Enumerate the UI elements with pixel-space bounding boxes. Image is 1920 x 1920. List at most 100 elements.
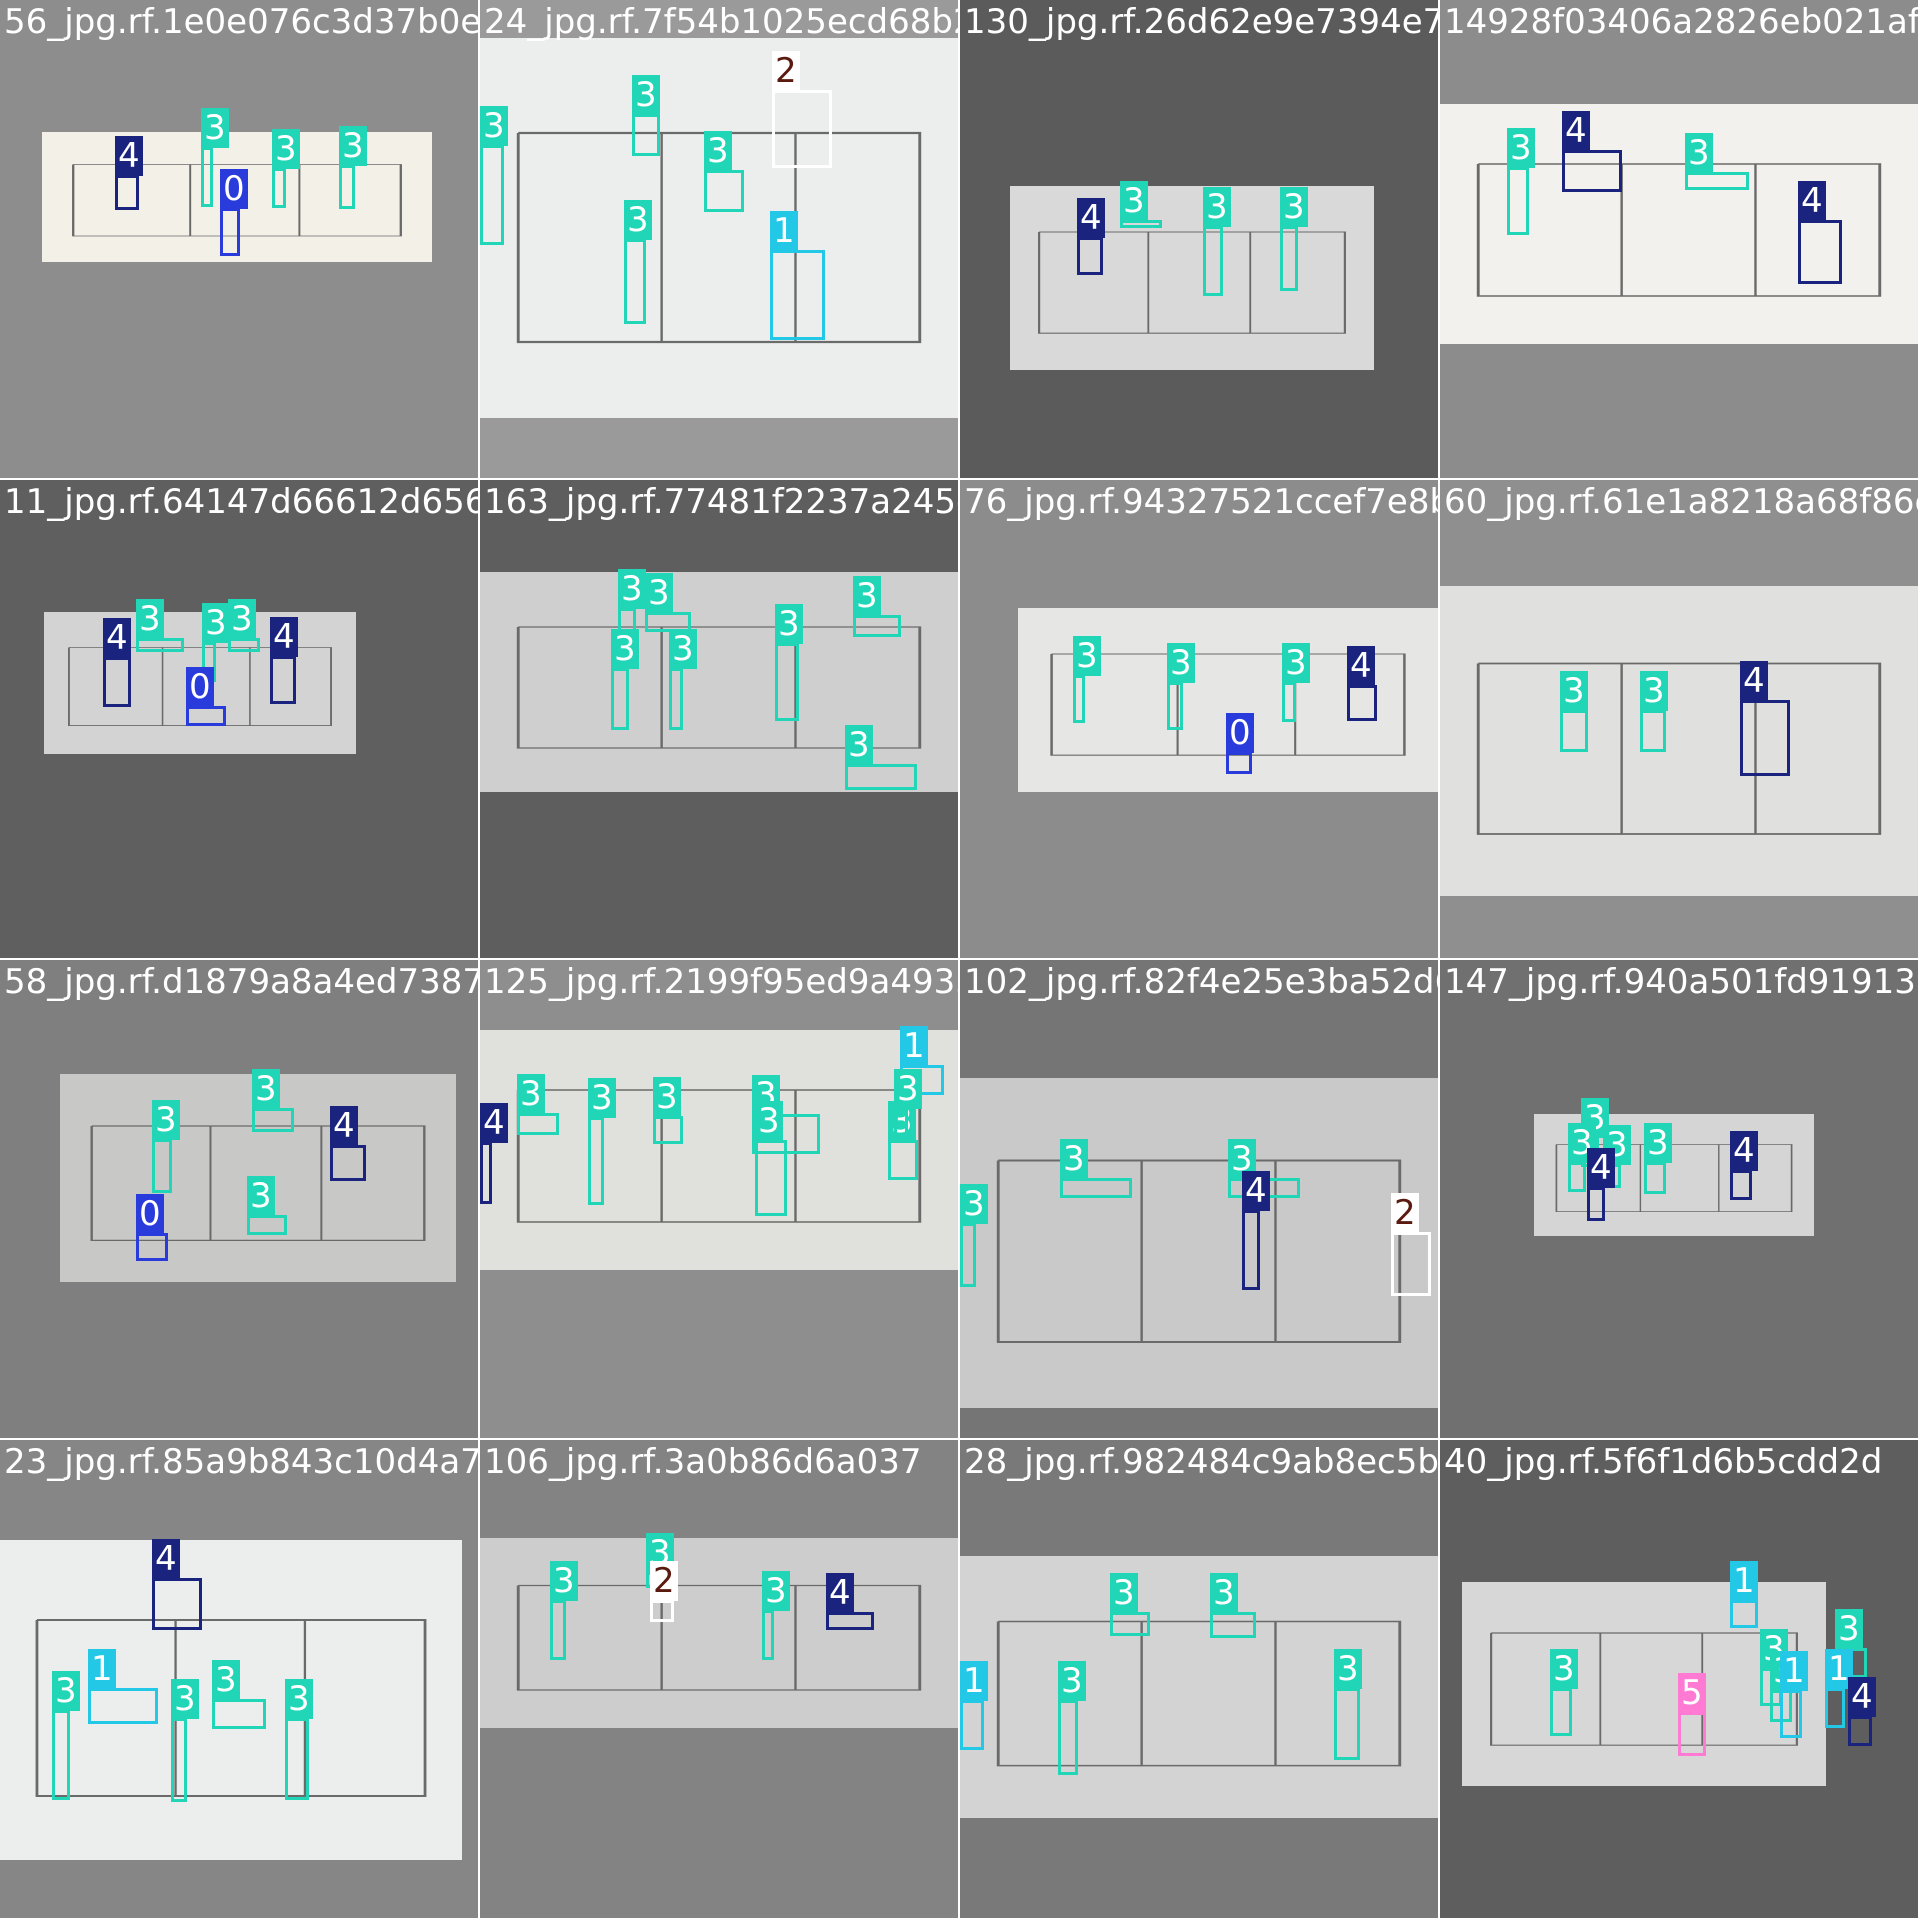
class-label: 1 [960, 1661, 988, 1701]
detection-box: 4 [152, 1539, 202, 1630]
mosaic-tile: 163_jpg.rf.77481f2237a245e3d73333333 [480, 480, 958, 958]
detection-box: 4 [1730, 1131, 1758, 1200]
image-filename: 23_jpg.rf.85a9b843c10d4a7f9 [4, 1442, 478, 1482]
detection-box: 3 [1203, 187, 1231, 296]
circuit-photo [480, 572, 958, 792]
mosaic-tile: 102_jpg.rf.82f4e25e3ba52d602433432 [960, 960, 1438, 1438]
image-filename: 163_jpg.rf.77481f2237a245e3d7 [484, 482, 958, 522]
image-filename: 56_jpg.rf.1e0e076c3d37b0e [4, 2, 478, 42]
detection-box: 3 [762, 1571, 790, 1660]
detection-box: 3 [272, 129, 300, 208]
class-label: 3 [1835, 1609, 1863, 1649]
detection-box: 3 [212, 1660, 266, 1729]
detection-box: 3 [853, 576, 901, 637]
class-label: 0 [136, 1194, 164, 1234]
detection-box: 3 [888, 1101, 918, 1180]
class-label: 1 [770, 211, 798, 251]
detection-box: 3 [960, 1184, 988, 1287]
class-label: 3 [762, 1571, 790, 1611]
class-label: 4 [1587, 1148, 1615, 1188]
class-label: 2 [650, 1561, 678, 1601]
image-filename: 58_jpg.rf.d1879a8a4ed7387627 [4, 962, 478, 1002]
class-label: 3 [517, 1074, 545, 1114]
mosaic-tile: 14928f03406a2826eb021afb 4 3 3 4 [1440, 0, 1918, 478]
image-filename: 28_jpg.rf.982484c9ab8ec5b724 [964, 1442, 1438, 1482]
class-label: 3 [1203, 187, 1231, 227]
class-label: 2 [1391, 1193, 1419, 1233]
class-label: 4 [480, 1103, 508, 1143]
class-label: 3 [1210, 1573, 1238, 1613]
detection-box: 0 [136, 1194, 168, 1261]
class-label: 3 [853, 576, 881, 616]
class-label: 3 [136, 599, 164, 639]
class-label: 3 [1110, 1573, 1138, 1613]
detection-box: 0 [1226, 713, 1254, 774]
detection-box: 3 [201, 108, 229, 207]
class-label: 1 [1730, 1561, 1758, 1601]
detection-box: 3 [1073, 636, 1101, 723]
image-filename: 106_jpg.rf.3a0b86d6a037 [484, 1442, 922, 1482]
class-label: 3 [252, 1069, 280, 1109]
class-label: 3 [1280, 187, 1308, 227]
circuit-photo [1462, 1582, 1826, 1786]
detection-box: 3 [1058, 1661, 1086, 1775]
detection-box: 3 [845, 725, 917, 790]
class-label: 3 [228, 599, 256, 639]
wire-sketch [516, 131, 922, 344]
image-filename: 130_jpg.rf.26d62e9e7394e7601a [964, 2, 1438, 42]
detection-box: 3 [618, 569, 646, 648]
detection-box: 3 [1060, 1139, 1132, 1198]
class-label: 3 [618, 569, 646, 609]
wire-sketch [1038, 231, 1346, 334]
detection-box: 5 [1678, 1673, 1706, 1756]
detection-box: 3 [1685, 133, 1749, 190]
mosaic-tile: 106_jpg.rf.3a0b86d6a037 3 2 3 3 4 [480, 1440, 958, 1918]
mosaic-tile: 76_jpg.rf.94327521ccef7e8b653933340 [960, 480, 1438, 958]
detection-box: 2 [1391, 1193, 1431, 1296]
image-filename: 14928f03406a2826eb021afb [1444, 2, 1918, 42]
class-label: 4 [1730, 1131, 1758, 1171]
image-filename: 76_jpg.rf.94327521ccef7e8b6539 [964, 482, 1438, 522]
class-label: 4 [1347, 646, 1375, 686]
detection-box: 3 [1644, 1123, 1672, 1194]
detection-box: 4 [270, 617, 298, 704]
wire-sketch [68, 647, 332, 727]
detection-box: 3 [1560, 671, 1588, 752]
circuit-photo [1010, 186, 1374, 370]
detection-box: 3 [1550, 1649, 1578, 1736]
circuit-photo [480, 38, 958, 418]
detection-box: 3 [550, 1561, 578, 1660]
class-label: 4 [330, 1106, 358, 1146]
mosaic-tile: 147_jpg.rf.940a501fd919138 3 3 3 3 4 4 [1440, 960, 1918, 1438]
detection-box: 3 [1282, 643, 1310, 722]
image-filename: 24_jpg.rf.7f54b1025ecd68b232a [484, 2, 958, 42]
mosaic-tile: 24_jpg.rf.7f54b1025ecd68b232a332331 [480, 0, 958, 478]
detection-box: 4 [480, 1103, 508, 1204]
class-label: 3 [845, 725, 873, 765]
class-label: 3 [1644, 1123, 1672, 1163]
class-label: 3 [645, 573, 673, 613]
circuit-photo [960, 1556, 1438, 1818]
detection-box: 3 [285, 1679, 313, 1800]
wire-sketch [996, 1620, 1402, 1767]
wire-sketch [516, 1089, 922, 1223]
mosaic-tile: 130_jpg.rf.26d62e9e7394e7601a3334 [960, 0, 1438, 478]
class-label: 5 [1678, 1673, 1706, 1713]
detection-box: 3 [1640, 671, 1668, 752]
class-label: 3 [212, 1660, 240, 1700]
class-label: 3 [775, 604, 803, 644]
detection-box: 3 [339, 126, 367, 209]
detection-box: 1 [1780, 1651, 1808, 1738]
detection-box: 3 [1110, 1573, 1150, 1636]
class-label: 3 [247, 1176, 275, 1216]
class-label: 3 [704, 131, 732, 171]
class-label: 3 [1334, 1649, 1362, 1689]
class-label: 3 [171, 1679, 199, 1719]
detection-box: 3 [171, 1679, 199, 1802]
circuit-photo [960, 1078, 1438, 1408]
detection-box: 0 [186, 667, 226, 726]
class-label: 3 [611, 629, 639, 669]
wire-sketch [1555, 1144, 1793, 1212]
detection-box: 3 [894, 1069, 922, 1138]
detection-box: 0 [220, 169, 248, 256]
